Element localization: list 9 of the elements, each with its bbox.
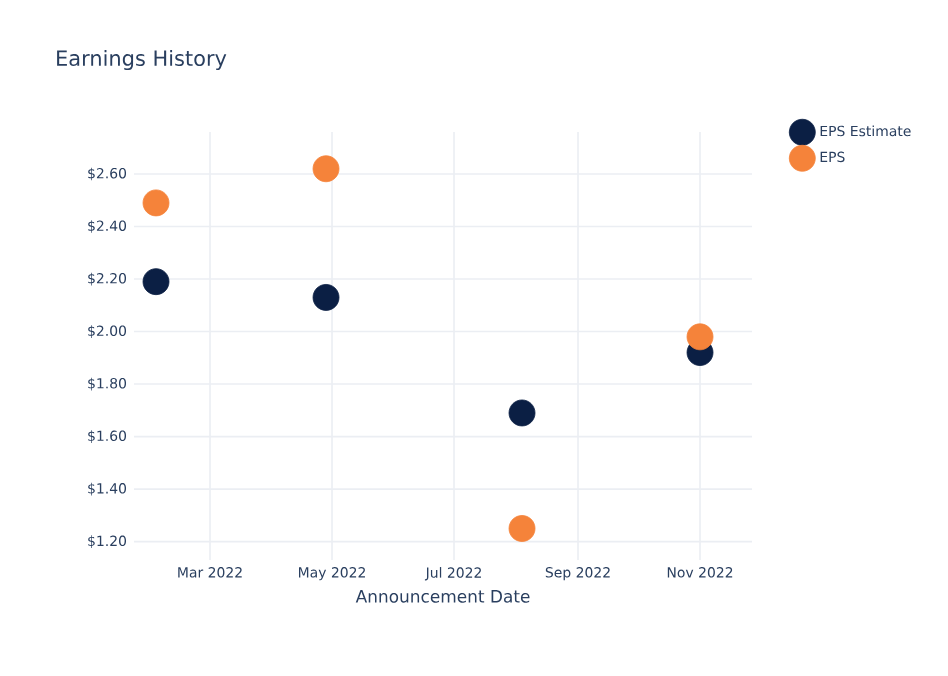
point	[142, 268, 170, 296]
point	[686, 323, 714, 351]
chart-title: Earnings History	[57, 49, 227, 71]
point	[508, 515, 536, 542]
point	[312, 155, 340, 183]
point	[142, 189, 170, 217]
point	[508, 399, 536, 427]
point	[312, 284, 340, 311]
x-axis-title: Announcement Date	[355, 590, 530, 603]
